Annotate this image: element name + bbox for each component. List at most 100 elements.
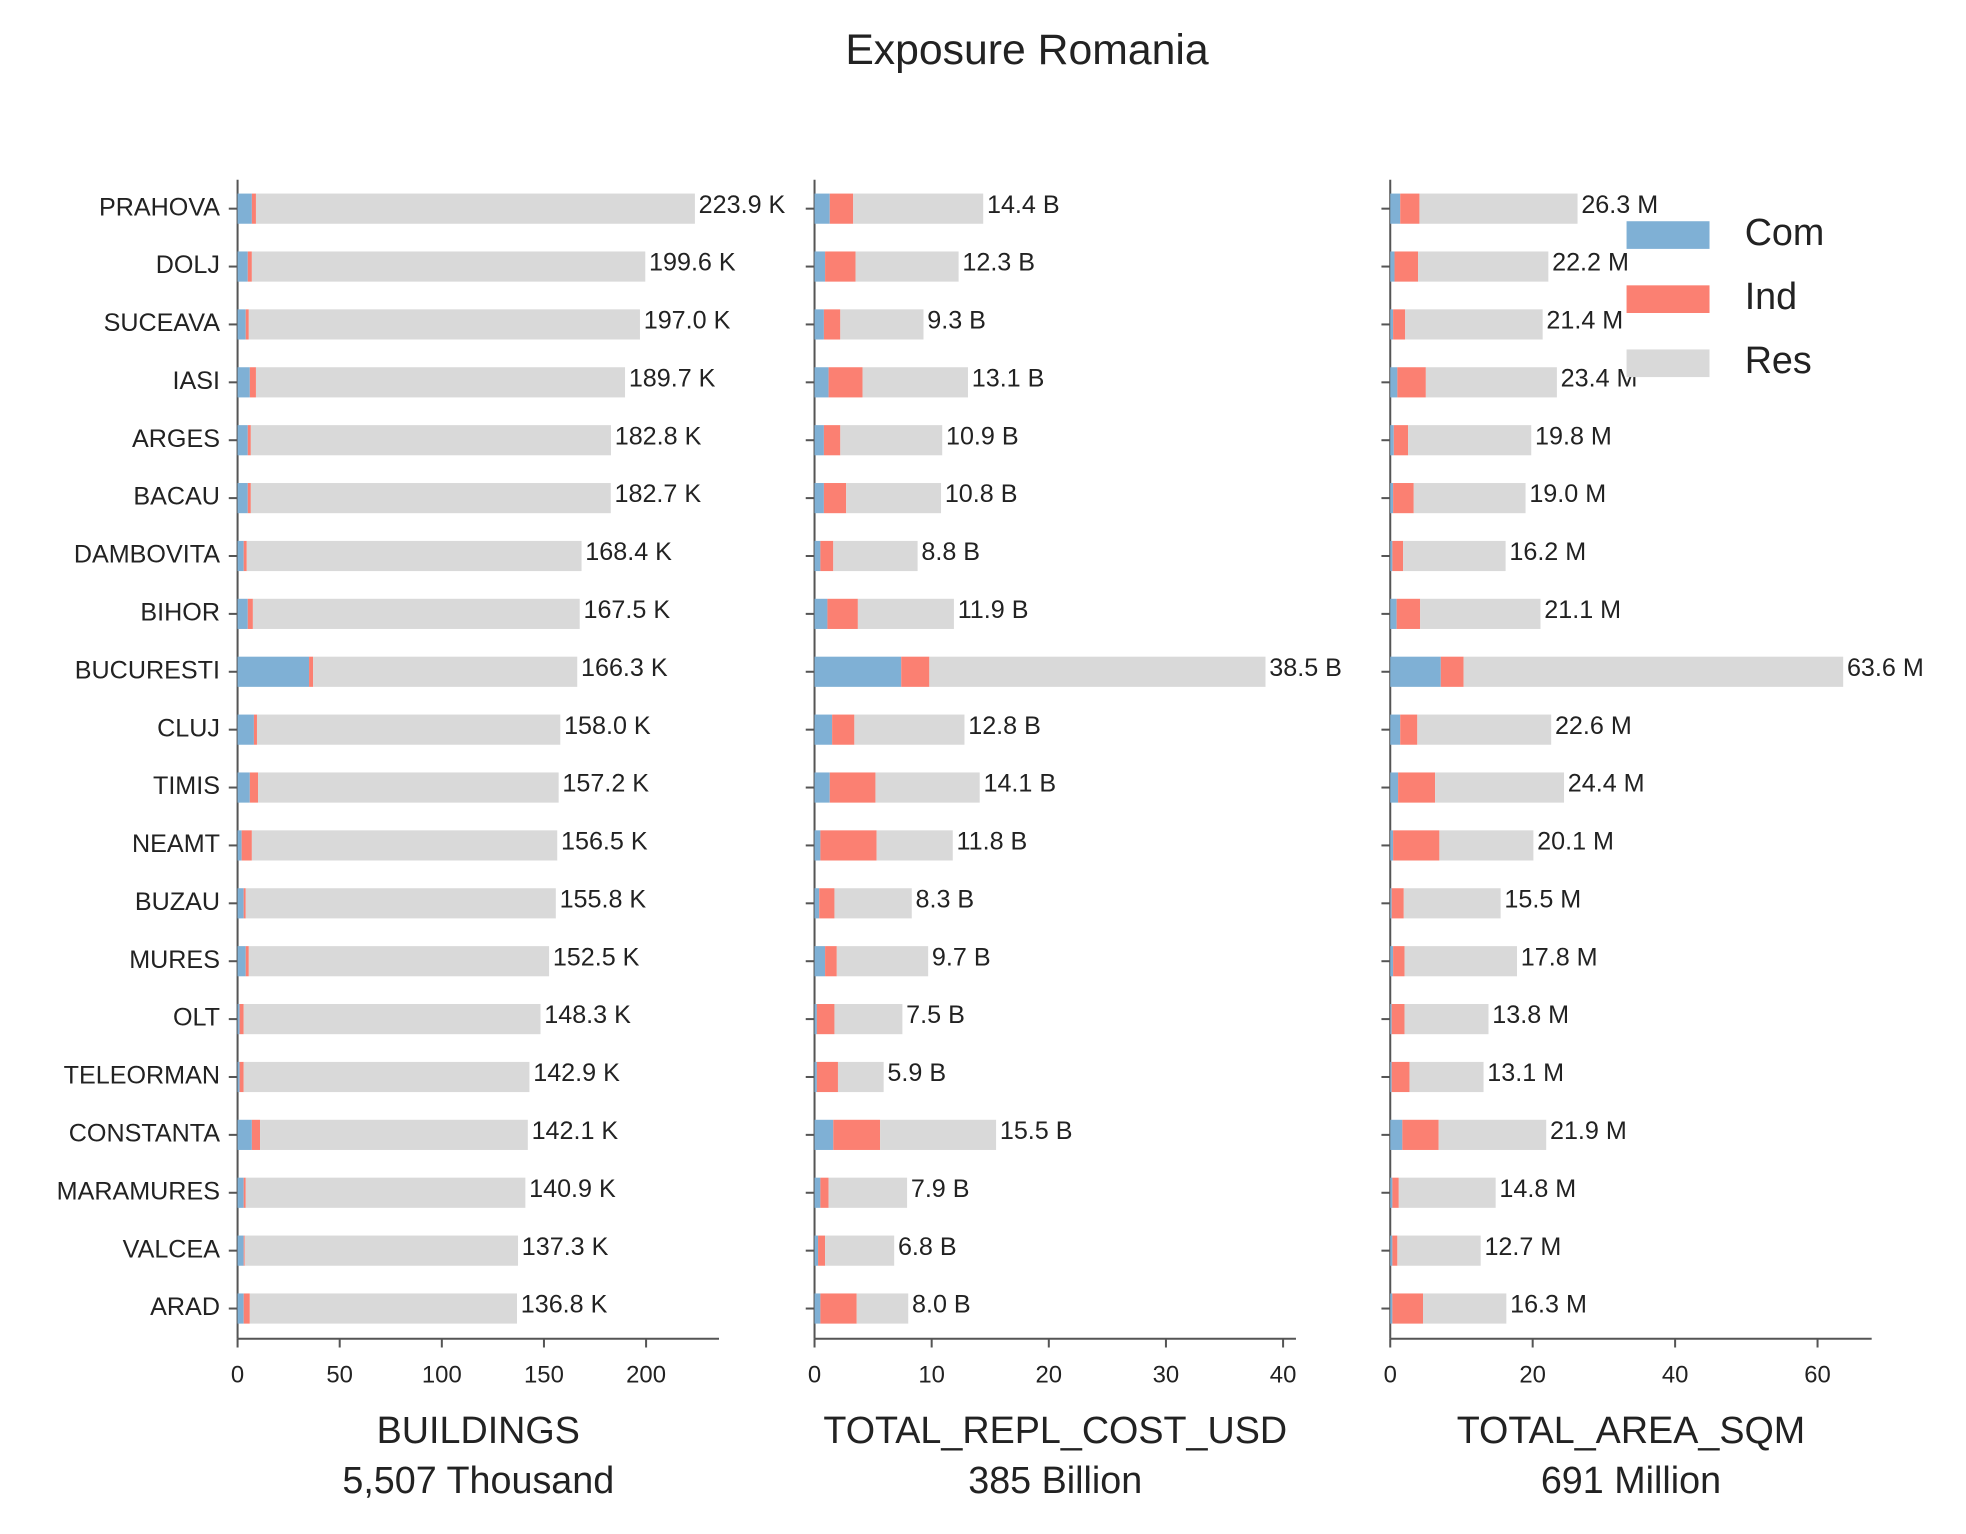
bar-segment: [243, 1177, 246, 1208]
total-label: 13.1 M: [1487, 1059, 1564, 1087]
bar-segment: [829, 772, 876, 803]
bar-segment: [1408, 425, 1532, 456]
bar-segment: [257, 772, 559, 803]
total-label: 21.4 M: [1546, 307, 1623, 335]
x-tick-label: 30: [1153, 1362, 1180, 1389]
x-tick-label: 50: [326, 1362, 353, 1389]
bar-segment: [814, 714, 833, 745]
bar-segment: [820, 1177, 829, 1208]
figure-title: Exposure Romania: [845, 26, 1209, 74]
bar-segment: [1390, 598, 1397, 629]
total-label: 9.3 B: [927, 307, 986, 335]
y-tick-label: TIMIS: [153, 772, 220, 800]
total-label: 6.8 B: [898, 1233, 957, 1261]
x-tick-label: 150: [524, 1362, 564, 1389]
bar-segment: [840, 425, 943, 456]
bar-segment: [1390, 193, 1401, 224]
bar-segment: [237, 483, 248, 514]
bar-segment: [929, 656, 1266, 687]
legend-label: Res: [1745, 339, 1812, 381]
bar-segment: [846, 483, 942, 514]
bar-segment: [875, 772, 980, 803]
bar-segment: [241, 830, 252, 861]
y-tick-label: PRAHOVA: [99, 193, 220, 221]
total-label: 155.8 K: [560, 885, 647, 913]
bar-segment: [260, 1119, 528, 1150]
bar-segment: [247, 598, 253, 629]
bar-segment: [820, 830, 877, 861]
bar-segment: [243, 540, 247, 572]
total-label: 10.9 B: [946, 422, 1019, 450]
bar-segment: [837, 1061, 884, 1093]
bar-segment: [237, 772, 250, 803]
bar-segment: [251, 193, 256, 224]
bar-segment: [1390, 483, 1394, 514]
bar-segment: [237, 367, 250, 398]
total-label: 197.0 K: [644, 307, 731, 335]
total-label: 223.9 K: [699, 191, 786, 219]
bar-segment: [853, 193, 984, 224]
y-tick-label: OLT: [173, 1004, 220, 1032]
x-axis-total: 5,507 Thousand: [342, 1459, 614, 1501]
bar-segment: [245, 309, 249, 340]
bar-segment: [237, 540, 244, 572]
bar-segment: [1409, 1061, 1484, 1093]
bar-segment: [1390, 540, 1393, 572]
y-tick-label: BIHOR: [140, 599, 220, 627]
bar-segment: [828, 1177, 908, 1208]
bar-segment: [248, 946, 550, 977]
bar-segment: [1390, 830, 1394, 861]
bar-segment: [825, 1235, 895, 1266]
bar-segment: [245, 888, 556, 919]
bar-segment: [1390, 1004, 1392, 1035]
bar-segment: [253, 714, 257, 745]
bar-segment: [1425, 367, 1557, 398]
y-tick-label: VALCEA: [123, 1235, 221, 1263]
total-label: 166.3 K: [581, 654, 668, 682]
bar-segment: [1392, 540, 1404, 572]
x-axis-total: 691 Million: [1541, 1459, 1721, 1501]
bar-segment: [828, 367, 863, 398]
total-label: 16.3 M: [1510, 1291, 1587, 1319]
total-label: 20.1 M: [1537, 828, 1614, 856]
bar-segment: [816, 1004, 835, 1035]
bar-segment: [1403, 888, 1501, 919]
bar-segment: [823, 309, 841, 340]
total-label: 9.7 B: [932, 943, 991, 971]
bar-segment: [1438, 1119, 1547, 1150]
bar-segment: [256, 714, 561, 745]
bar-segment: [237, 425, 248, 456]
y-tick-label: SUCEAVA: [104, 309, 221, 337]
bar-segment: [1390, 656, 1441, 687]
bar-segment: [1393, 946, 1405, 977]
bar-segment: [1390, 309, 1394, 340]
bar-segment: [1418, 251, 1549, 282]
bar-segment: [827, 598, 858, 629]
bar-segment: [834, 888, 912, 919]
bar-segment: [857, 598, 954, 629]
bar-segment: [246, 540, 582, 572]
total-label: 13.1 B: [972, 364, 1045, 392]
bar-segment: [1403, 540, 1506, 572]
total-label: 8.3 B: [916, 885, 975, 913]
total-label: 152.5 K: [553, 943, 640, 971]
bar-segment: [247, 251, 252, 282]
bar-segment: [1390, 1061, 1392, 1093]
total-label: 156.5 K: [561, 828, 648, 856]
bar-segment: [1440, 656, 1464, 687]
bar-segment: [237, 946, 246, 977]
total-label: 10.8 B: [945, 480, 1018, 508]
total-label: 12.8 B: [968, 712, 1041, 740]
bar-segment: [814, 830, 821, 861]
bar-segment: [1390, 888, 1392, 919]
bar-segment: [1435, 772, 1565, 803]
bar-segment: [814, 483, 824, 514]
bar-segment: [249, 367, 256, 398]
bar-segment: [1390, 425, 1394, 456]
x-axis-total: 385 Billion: [968, 1459, 1142, 1501]
bar-segment: [1390, 1119, 1403, 1150]
bar-segment: [814, 367, 829, 398]
total-label: 12.3 B: [962, 249, 1035, 277]
bar-segment: [237, 1235, 244, 1266]
total-label: 19.0 M: [1529, 480, 1606, 508]
